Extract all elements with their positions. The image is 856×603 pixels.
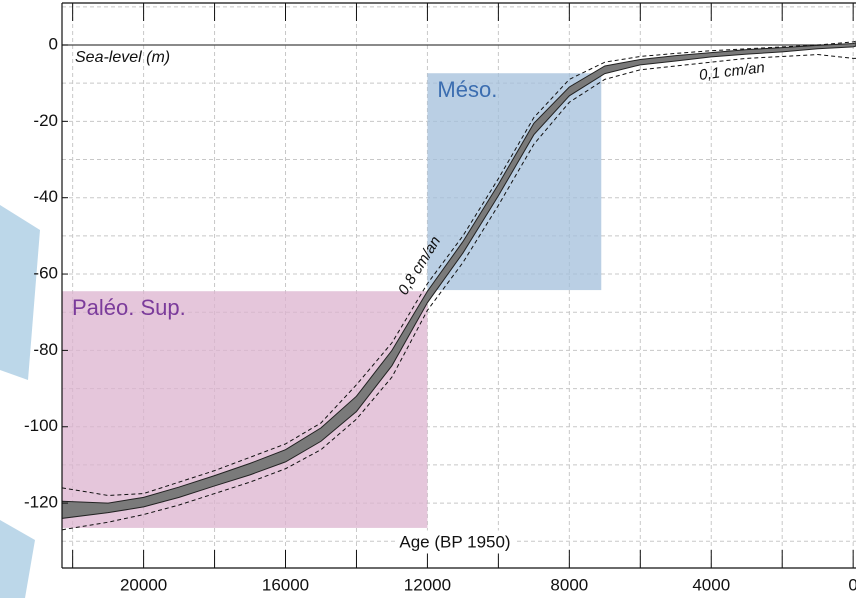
x-tick-label: 12000 [404, 575, 451, 594]
y-tick-label: 0 [49, 34, 58, 53]
y-tick-label: -80 [33, 340, 58, 359]
map-fragment [0, 520, 35, 598]
x-tick-label: 0 [848, 575, 856, 594]
period-label: Paléo. Sup. [72, 295, 186, 320]
map-fragment [0, 205, 40, 380]
map-decoration [0, 0, 62, 598]
x-tick-label: 16000 [262, 575, 309, 594]
x-tick-label: 8000 [550, 575, 588, 594]
y-tick-label: -40 [33, 187, 58, 206]
envelope-line [61, 40, 856, 496]
x-label-bg [395, 530, 515, 554]
y-axis-label: Sea-level (m) [75, 49, 170, 66]
x-axis-label: Age (BP 1950) [399, 532, 510, 551]
period-label: Méso. [437, 77, 497, 102]
envelope-line [61, 54, 856, 531]
y-tick-label: -60 [33, 264, 58, 283]
sea-level-band [61, 42, 856, 519]
y-tick-label: -120 [24, 493, 58, 512]
x-tick-label: 4000 [692, 575, 730, 594]
map-fade [0, 0, 62, 598]
period-region [62, 291, 428, 528]
y-tick-label: -20 [33, 111, 58, 130]
y-tick-label: -100 [24, 416, 58, 435]
x-tick-label: 20000 [120, 575, 167, 594]
